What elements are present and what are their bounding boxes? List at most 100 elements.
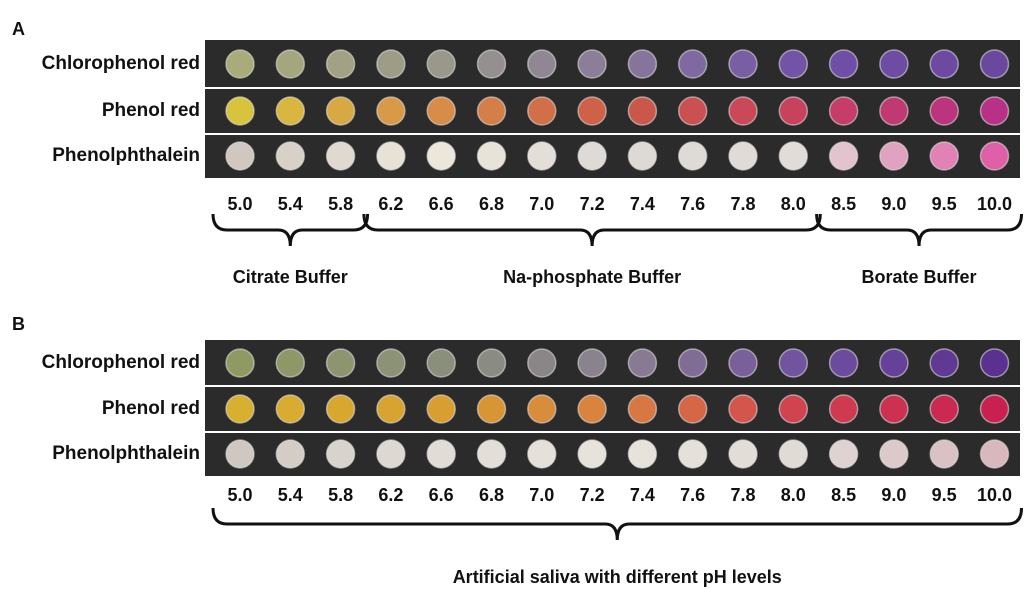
group-label: Na-phosphate Buffer (503, 267, 681, 287)
indicator-dot (880, 349, 908, 377)
indicator-dot (478, 395, 506, 423)
ph-label: 7.2 (580, 194, 605, 214)
indicator-dot (377, 440, 405, 468)
indicator-dot (578, 349, 606, 377)
indicator-dot (276, 142, 304, 170)
ph-label: 7.8 (730, 485, 755, 505)
indicator-dot (880, 395, 908, 423)
indicator-dot (578, 142, 606, 170)
indicator-dot (981, 395, 1009, 423)
ph-label: 8.5 (831, 485, 856, 505)
indicator-dot (729, 440, 757, 468)
indicator-dot (327, 349, 355, 377)
ph-label: 8.0 (781, 194, 806, 214)
indicator-dot (981, 440, 1009, 468)
indicator-dot (276, 50, 304, 78)
ph-label: 7.8 (730, 194, 755, 214)
indicator-dot (779, 97, 807, 125)
indicator-dot (880, 440, 908, 468)
indicator-dot (377, 395, 405, 423)
indicator-dot (327, 97, 355, 125)
indicator-dot (276, 349, 304, 377)
indicator-dot (779, 395, 807, 423)
panel-label: A (12, 19, 25, 39)
indicator-dot (779, 50, 807, 78)
ph-label: 7.2 (580, 485, 605, 505)
indicator-dot (226, 50, 254, 78)
indicator-dot (779, 142, 807, 170)
indicator-dot (981, 50, 1009, 78)
indicator-dot (427, 440, 455, 468)
row-label: Chlorophenol red (42, 352, 200, 373)
indicator-dot (276, 97, 304, 125)
ph-label: 6.2 (378, 194, 403, 214)
indicator-dot (427, 97, 455, 125)
ph-label: 9.0 (881, 485, 906, 505)
indicator-dot (528, 50, 556, 78)
indicator-dot (930, 97, 958, 125)
indicator-dot (578, 395, 606, 423)
indicator-dot (226, 97, 254, 125)
group-label: Citrate Buffer (233, 267, 348, 287)
ph-label: 10.0 (977, 485, 1012, 505)
ph-label: 6.8 (479, 194, 504, 214)
ph-label: 5.8 (328, 485, 353, 505)
indicator-dot (628, 349, 656, 377)
indicator-dot (377, 97, 405, 125)
row-label: Chlorophenol red (42, 53, 200, 74)
ph-label: 9.5 (932, 194, 957, 214)
group-label: Artificial saliva with different pH leve… (453, 567, 782, 587)
indicator-dot (528, 142, 556, 170)
indicator-dot (628, 395, 656, 423)
indicator-dot (779, 349, 807, 377)
indicator-dot (830, 440, 858, 468)
indicator-dot (528, 97, 556, 125)
indicator-dot (276, 395, 304, 423)
brace (364, 214, 820, 246)
brace (213, 214, 368, 246)
indicator-dot (226, 349, 254, 377)
indicator-dot (327, 142, 355, 170)
figure: A Chlorophenol red Phenol red Phenolphthale… (0, 0, 1029, 589)
indicator-dot (930, 50, 958, 78)
indicator-dot (679, 142, 707, 170)
panel-label: B (12, 314, 25, 334)
indicator-dot (679, 97, 707, 125)
indicator-dot (729, 50, 757, 78)
indicator-dot (779, 440, 807, 468)
indicator-dot (679, 395, 707, 423)
ph-label: 7.4 (630, 194, 655, 214)
indicator-dot (578, 50, 606, 78)
indicator-dot (226, 142, 254, 170)
ph-label: 6.6 (429, 485, 454, 505)
indicator-dot (528, 395, 556, 423)
indicator-dot (427, 50, 455, 78)
indicator-dot (427, 349, 455, 377)
ph-label: 9.5 (932, 485, 957, 505)
row-label: Phenol red (102, 100, 200, 121)
indicator-dot (930, 395, 958, 423)
indicator-dot (880, 50, 908, 78)
ph-label: 7.6 (680, 485, 705, 505)
indicator-dot (377, 349, 405, 377)
ph-label: 9.0 (881, 194, 906, 214)
ph-label: 5.8 (328, 194, 353, 214)
indicator-dot (880, 97, 908, 125)
indicator-dot (427, 142, 455, 170)
row-label: Phenolphthalein (52, 145, 200, 166)
indicator-dot (981, 142, 1009, 170)
ph-label: 5.4 (278, 194, 303, 214)
indicator-dot (930, 440, 958, 468)
ph-label: 8.0 (781, 485, 806, 505)
indicator-dot (327, 395, 355, 423)
ph-label: 5.0 (227, 485, 252, 505)
indicator-dot (830, 50, 858, 78)
ph-label: 7.0 (529, 194, 554, 214)
brace (213, 508, 1022, 540)
indicator-dot (628, 97, 656, 125)
indicator-dot (930, 142, 958, 170)
indicator-dot (578, 97, 606, 125)
indicator-dot (628, 50, 656, 78)
indicator-dot (830, 349, 858, 377)
ph-label: 7.0 (529, 485, 554, 505)
